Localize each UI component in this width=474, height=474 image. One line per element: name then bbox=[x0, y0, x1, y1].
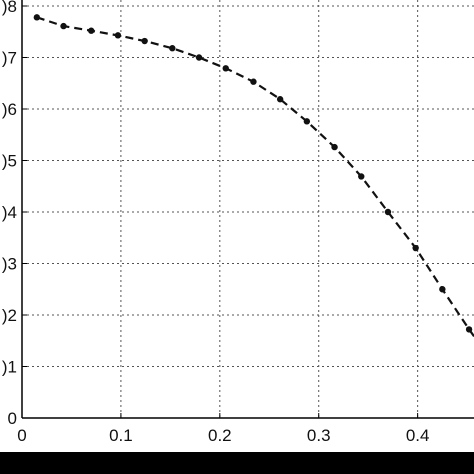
x-tick-label: 0 bbox=[17, 426, 26, 445]
data-point bbox=[384, 208, 392, 216]
data-point bbox=[465, 326, 473, 333]
x-tick-label: 0.1 bbox=[109, 426, 133, 445]
y-tick-label: )5 bbox=[2, 152, 17, 171]
x-tick-label: 0.2 bbox=[208, 426, 232, 445]
y-tick-label: )6 bbox=[2, 100, 17, 119]
y-tick-label: )4 bbox=[2, 203, 17, 222]
y-tick-label: 0 bbox=[8, 409, 17, 428]
y-tick-label: )8 bbox=[2, 0, 17, 16]
axes bbox=[21, 0, 474, 419]
data-point bbox=[276, 96, 284, 103]
bottom-bar bbox=[0, 452, 474, 474]
data-point bbox=[439, 286, 446, 293]
data-point bbox=[88, 27, 95, 34]
data-point bbox=[303, 118, 311, 125]
series bbox=[33, 14, 474, 339]
data-point bbox=[141, 37, 148, 45]
data-point bbox=[195, 54, 203, 61]
data-point bbox=[33, 14, 41, 21]
grid bbox=[22, 0, 474, 418]
series-line bbox=[36, 16, 474, 339]
data-point bbox=[114, 32, 122, 39]
y-tick-label: )2 bbox=[2, 306, 17, 325]
data-point bbox=[331, 143, 338, 151]
data-point bbox=[60, 22, 67, 30]
y-tick-label: )1 bbox=[2, 358, 17, 377]
data-point bbox=[250, 78, 257, 85]
data-point bbox=[358, 173, 365, 180]
x-tick-label: 0.4 bbox=[406, 426, 430, 445]
data-point bbox=[412, 244, 419, 252]
data-point bbox=[169, 45, 176, 52]
x-tick-label: 0.3 bbox=[307, 426, 331, 445]
tick-labels: 00.10.20.30.40.50)1)2)3)4)5)6)7)8 bbox=[2, 0, 430, 445]
y-tick-label: )3 bbox=[2, 255, 17, 274]
y-tick-label: )7 bbox=[2, 49, 17, 68]
data-point bbox=[222, 65, 229, 72]
